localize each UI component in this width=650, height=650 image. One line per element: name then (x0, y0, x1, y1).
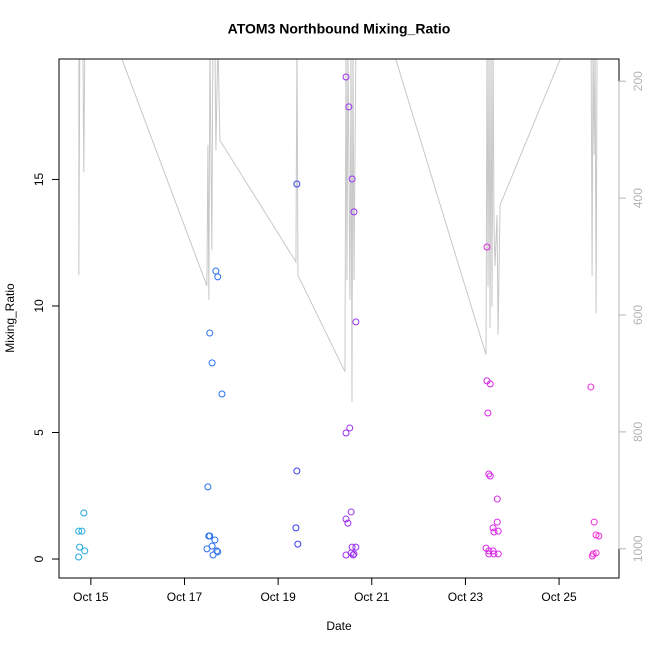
data-point (214, 273, 222, 281)
y-tick-label: 0 (32, 555, 46, 562)
data-point (204, 483, 212, 491)
data-point (485, 470, 493, 478)
y2-tick-label: 800 (631, 422, 645, 442)
data-point (208, 359, 216, 367)
data-point (484, 409, 492, 417)
data-point (485, 547, 493, 555)
data-point (346, 424, 354, 432)
data-point (208, 542, 216, 550)
data-point (213, 547, 221, 555)
data-point (76, 543, 84, 551)
data-point (494, 527, 502, 535)
data-point (485, 550, 493, 558)
data-point (486, 472, 494, 480)
y-tick-label: 15 (32, 172, 46, 186)
data-point (490, 528, 498, 536)
data-point (347, 508, 355, 516)
data-point (350, 550, 358, 558)
plot-area (75, 59, 603, 561)
data-point (490, 550, 498, 558)
data-point (493, 495, 501, 503)
y2-tick-label: 200 (631, 71, 645, 91)
data-point (206, 532, 214, 540)
y-axis-label: Mixing_Ratio (3, 283, 17, 353)
x-tick-label: Oct 25 (541, 590, 577, 604)
data-point (344, 519, 352, 527)
x-tick-label: Oct 23 (448, 590, 484, 604)
data-point (352, 318, 360, 326)
data-point (218, 390, 226, 398)
data-point (349, 551, 357, 559)
data-point (486, 380, 494, 388)
data-point (587, 383, 595, 391)
data-point (75, 553, 83, 561)
data-point (483, 243, 491, 251)
y-tick-label: 5 (32, 429, 46, 436)
data-point (588, 552, 596, 560)
x-tick-label: Oct 21 (354, 590, 390, 604)
data-point (214, 548, 222, 556)
data-point (590, 518, 598, 526)
y2-tick-label: 400 (631, 188, 645, 208)
data-point (80, 509, 88, 517)
data-point (211, 536, 219, 544)
data-point (293, 467, 301, 475)
data-point (345, 103, 353, 111)
y2-tick-label: 600 (631, 305, 645, 325)
data-point (595, 532, 603, 540)
data-point (294, 540, 302, 548)
x-axis-label: Date (326, 619, 352, 633)
x-tick-label: Oct 17 (167, 590, 203, 604)
data-point (206, 329, 214, 337)
y2-tick-label: 1000 (631, 535, 645, 562)
data-point (75, 527, 83, 535)
data-point (342, 515, 350, 523)
data-point (292, 524, 300, 532)
x-tick-label: Oct 15 (73, 590, 109, 604)
chart-title: ATOM3 Northbound Mixing_Ratio (228, 21, 451, 37)
x-tick-label: Oct 19 (260, 590, 296, 604)
data-point (350, 208, 358, 216)
data-point (352, 543, 360, 551)
data-point (293, 180, 301, 188)
data-point (489, 524, 497, 532)
data-point (342, 73, 350, 81)
data-point (203, 545, 211, 553)
data-point (78, 527, 86, 535)
data-point (348, 175, 356, 183)
data-point (493, 518, 501, 526)
data-point (342, 429, 350, 437)
data-point (81, 547, 89, 555)
y-tick-label: 10 (32, 299, 46, 313)
data-point (494, 550, 502, 558)
pressure-line (78, 59, 598, 403)
